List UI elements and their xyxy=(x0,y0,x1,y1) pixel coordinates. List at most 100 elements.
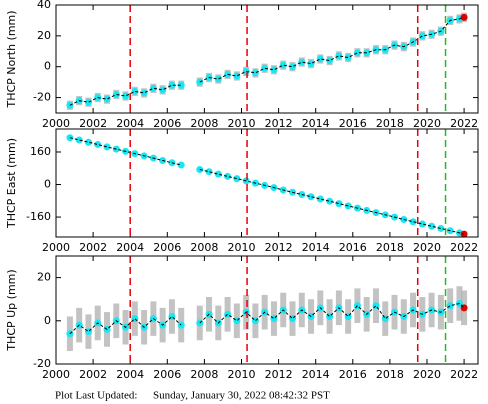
plot-area: -20 0 20 2000 2002 2004 2006 2008 2010 2012 2014 20… xyxy=(5,255,479,381)
x-tick-label: 2018 xyxy=(376,117,404,130)
trend-line xyxy=(69,137,465,235)
x-tick-label: 2002 xyxy=(79,117,107,130)
x-tick-label: 2014 xyxy=(302,117,330,130)
data-point xyxy=(270,66,278,74)
y-tick-label: -160 xyxy=(26,210,51,223)
y-axis-label: THCP East (mm) xyxy=(5,138,18,229)
x-tick-label: 2016 xyxy=(339,368,367,381)
data-point xyxy=(316,55,324,63)
x-tick-label: 2006 xyxy=(153,117,181,130)
x-tick-label: 2004 xyxy=(116,368,144,381)
data-point xyxy=(289,63,297,71)
trend-line xyxy=(69,16,465,106)
x-tick-label: 2012 xyxy=(265,241,293,254)
data-point xyxy=(159,86,167,94)
x-tick-label: 2008 xyxy=(190,117,218,130)
trend-line xyxy=(69,302,465,335)
x-tick-label: 2006 xyxy=(153,241,181,254)
data-point xyxy=(437,224,445,232)
x-tick-label: 2010 xyxy=(227,241,255,254)
y-axis-label: THCP North (mm) xyxy=(5,10,18,108)
x-tick-label: 2010 xyxy=(227,117,255,130)
data-point xyxy=(326,197,334,205)
data-point xyxy=(344,53,352,61)
y-tick-label: -20 xyxy=(33,357,51,370)
y-tick-label: -20 xyxy=(33,91,51,104)
data-point xyxy=(428,222,436,230)
x-tick-label: 2012 xyxy=(265,368,293,381)
x-tick-label: 2006 xyxy=(153,368,181,381)
y-tick-label: 20 xyxy=(37,271,51,284)
data-point xyxy=(381,315,389,323)
x-tick-label: 2016 xyxy=(339,117,367,130)
x-tick-label: 2000 xyxy=(42,241,70,254)
x-tick-label: 2018 xyxy=(376,241,404,254)
data-point xyxy=(177,81,185,89)
data-point xyxy=(103,95,111,103)
data-point xyxy=(418,220,426,228)
x-tick-label: 2014 xyxy=(302,241,330,254)
data-point xyxy=(224,310,232,318)
y-tick-label: 0 xyxy=(44,314,51,327)
x-tick-label: 2010 xyxy=(227,368,255,381)
data-point xyxy=(112,90,120,98)
data-point xyxy=(168,81,176,89)
data-point xyxy=(307,193,315,201)
data-point xyxy=(298,58,306,66)
plot-area: -20 0 20 40 2000 2002 2004 2006 2008 2010 2012 2014… xyxy=(5,0,479,130)
data-point xyxy=(214,170,222,178)
x-tick-label: 2016 xyxy=(339,241,367,254)
data-point xyxy=(335,200,343,208)
data-point xyxy=(103,143,111,151)
x-tick-label: 2012 xyxy=(265,117,293,130)
x-tick-label: 2022 xyxy=(450,117,478,130)
data-point xyxy=(214,75,222,83)
x-tick-label: 2018 xyxy=(376,368,404,381)
footer-value: Sunday, January 30, 2022 08:42:32 PST xyxy=(153,390,330,402)
data-point xyxy=(84,98,92,106)
x-tick-label: 2008 xyxy=(190,241,218,254)
data-point xyxy=(446,302,454,310)
data-point xyxy=(131,87,139,95)
data-point xyxy=(196,319,204,327)
data-point xyxy=(279,61,287,69)
x-tick-label: 2020 xyxy=(413,117,441,130)
x-tick-label: 2008 xyxy=(190,368,218,381)
data-point xyxy=(196,165,204,173)
x-tick-label: 2002 xyxy=(79,368,107,381)
data-point xyxy=(335,52,343,60)
x-tick-label: 2020 xyxy=(413,368,441,381)
data-point xyxy=(242,67,250,75)
x-tick-label: 2004 xyxy=(116,241,144,254)
plot-frame xyxy=(55,255,479,365)
data-point xyxy=(326,57,334,65)
data-point xyxy=(196,78,204,86)
x-tick-label: 2004 xyxy=(116,117,144,130)
data-point xyxy=(251,69,259,77)
x-tick-label: 2020 xyxy=(413,241,441,254)
y-axis-label: THCP Up (mm) xyxy=(5,269,18,351)
plot-frame xyxy=(55,128,479,238)
plot-area: -160 0 160 2000 2002 2004 2006 2008 2010 2012 2014… xyxy=(5,128,479,254)
x-tick-label: 2014 xyxy=(302,368,330,381)
data-point xyxy=(233,175,241,183)
data-point xyxy=(224,172,232,180)
x-tick-label: 2022 xyxy=(450,241,478,254)
data-point xyxy=(122,92,130,100)
y-tick-label: 0 xyxy=(44,178,51,191)
data-point xyxy=(75,136,83,144)
x-tick-label: 2002 xyxy=(79,241,107,254)
x-tick-label: 2022 xyxy=(450,368,478,381)
data-point xyxy=(177,161,185,169)
data-point xyxy=(205,168,213,176)
plot-frame xyxy=(55,4,479,114)
footer-label: Plot Last Updated: xyxy=(55,390,138,402)
data-point xyxy=(140,89,148,97)
data-point xyxy=(261,64,269,72)
data-point xyxy=(177,321,185,329)
data-point xyxy=(307,60,315,68)
data-point xyxy=(409,218,417,226)
x-tick-label: 2000 xyxy=(42,117,70,130)
data-point xyxy=(372,302,380,310)
y-tick-label: 40 xyxy=(37,0,51,11)
